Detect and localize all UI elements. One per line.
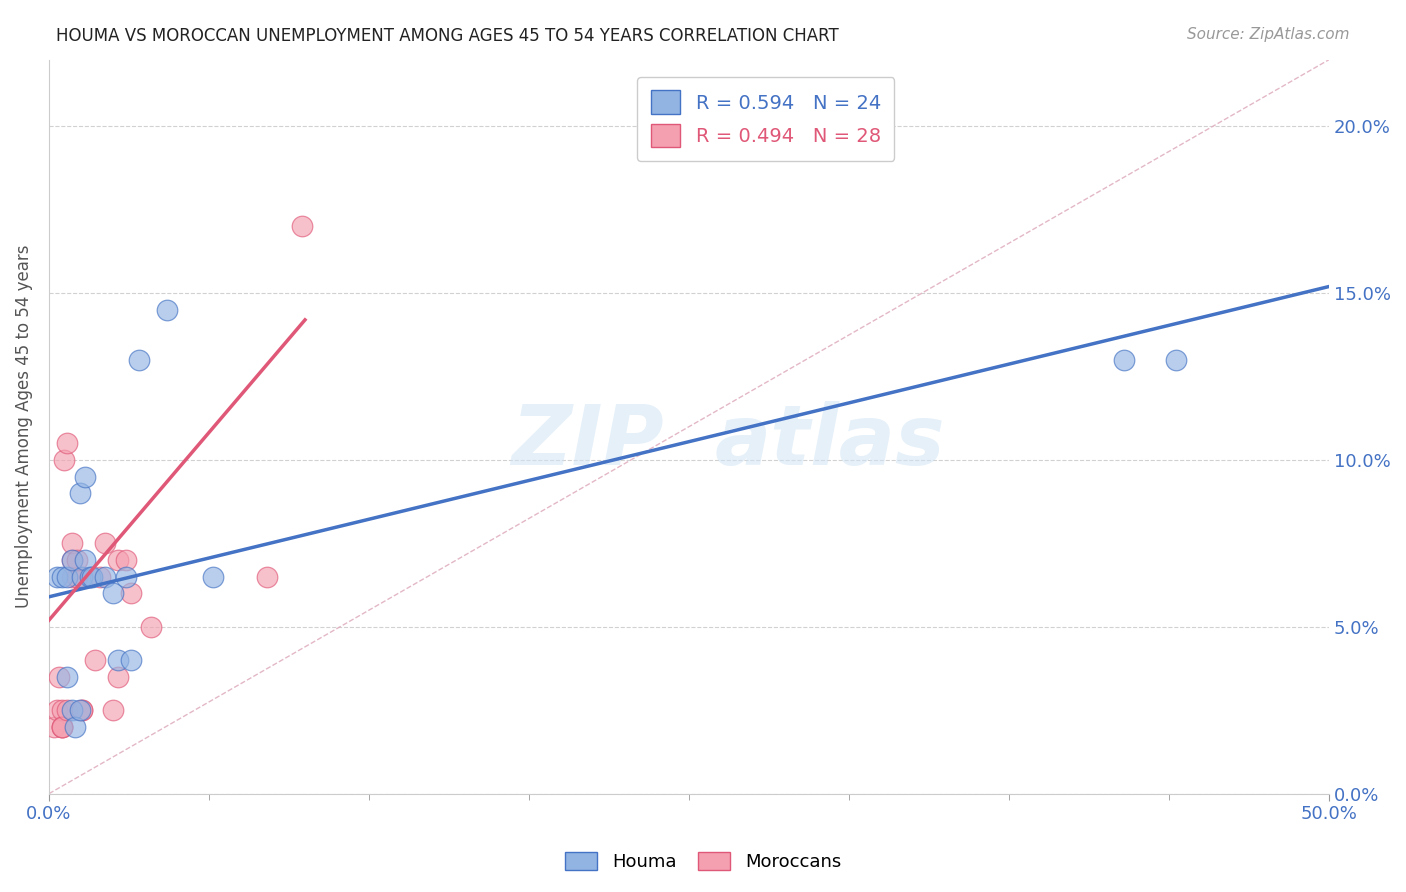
Point <box>51 570 73 584</box>
Text: Source: ZipAtlas.com: Source: ZipAtlas.com <box>1187 27 1350 42</box>
Text: HOUMA VS MOROCCAN UNEMPLOYMENT AMONG AGES 45 TO 54 YEARS CORRELATION CHART: HOUMA VS MOROCCAN UNEMPLOYMENT AMONG AGE… <box>56 27 839 45</box>
Point <box>82 570 104 584</box>
Point <box>60 553 83 567</box>
Point <box>107 553 129 567</box>
Point <box>51 720 73 734</box>
Point <box>73 553 96 567</box>
Point <box>107 670 129 684</box>
Point <box>69 703 91 717</box>
Point <box>101 703 124 717</box>
Point <box>72 703 94 717</box>
Point <box>56 670 79 684</box>
Legend: Houma, Moroccans: Houma, Moroccans <box>558 845 848 879</box>
Text: ZIP: ZIP <box>510 401 664 482</box>
Point <box>56 436 79 450</box>
Point <box>128 352 150 367</box>
Point <box>120 653 142 667</box>
Y-axis label: Unemployment Among Ages 45 to 54 years: Unemployment Among Ages 45 to 54 years <box>15 245 32 608</box>
Point <box>51 720 73 734</box>
Legend: R = 0.594   N = 24, R = 0.494   N = 28: R = 0.594 N = 24, R = 0.494 N = 28 <box>637 77 894 161</box>
Point <box>107 653 129 667</box>
Point <box>60 536 83 550</box>
Point <box>1164 352 1187 367</box>
Point <box>84 653 107 667</box>
Point <box>1114 352 1136 367</box>
Point <box>256 570 278 584</box>
Point <box>72 703 94 717</box>
Point <box>45 703 67 717</box>
Point <box>51 720 73 734</box>
Point <box>56 703 79 717</box>
Point <box>79 570 101 584</box>
Point <box>66 570 89 584</box>
Point <box>156 302 179 317</box>
Point <box>94 536 117 550</box>
Text: atlas: atlas <box>714 401 945 482</box>
Point <box>101 586 124 600</box>
Point <box>42 720 65 734</box>
Point <box>60 553 83 567</box>
Point <box>114 553 136 567</box>
Point <box>73 469 96 483</box>
Point <box>69 486 91 500</box>
Point <box>45 570 67 584</box>
Point <box>66 553 89 567</box>
Point <box>53 453 76 467</box>
Point <box>201 570 224 584</box>
Point <box>291 219 314 234</box>
Point <box>63 720 86 734</box>
Point <box>51 703 73 717</box>
Point <box>60 570 83 584</box>
Point <box>60 703 83 717</box>
Point <box>120 586 142 600</box>
Point <box>94 570 117 584</box>
Point <box>48 670 70 684</box>
Point <box>89 570 111 584</box>
Point <box>72 570 94 584</box>
Point <box>141 620 163 634</box>
Point <box>114 570 136 584</box>
Point <box>56 570 79 584</box>
